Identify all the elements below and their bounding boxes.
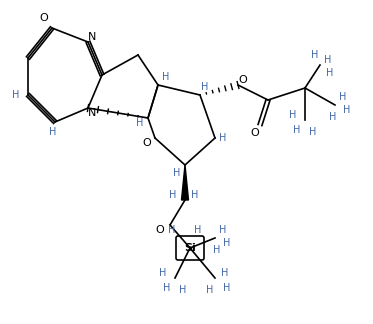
- Text: O: O: [239, 75, 247, 85]
- Text: H: H: [343, 105, 351, 115]
- Text: H: H: [219, 225, 227, 235]
- Text: H: H: [213, 245, 221, 255]
- Text: H: H: [329, 112, 337, 122]
- Text: O: O: [142, 138, 151, 148]
- Text: H: H: [201, 82, 209, 92]
- Text: H: H: [326, 68, 334, 78]
- Text: H: H: [191, 190, 199, 200]
- Text: H: H: [324, 55, 332, 65]
- Text: N: N: [88, 32, 96, 42]
- Text: O: O: [251, 128, 259, 138]
- Text: H: H: [289, 110, 297, 120]
- Text: H: H: [173, 168, 181, 178]
- Text: H: H: [163, 283, 171, 293]
- Text: H: H: [49, 127, 57, 137]
- Text: H: H: [168, 225, 176, 235]
- Text: O: O: [40, 13, 48, 23]
- Text: Si: Si: [184, 243, 196, 253]
- Text: H: H: [219, 133, 227, 143]
- Text: H: H: [221, 268, 229, 278]
- Text: H: H: [339, 92, 347, 102]
- Text: H: H: [223, 238, 231, 248]
- Text: H: H: [309, 127, 317, 137]
- Text: H: H: [162, 72, 170, 82]
- Text: H: H: [12, 90, 20, 100]
- Text: H: H: [206, 285, 214, 295]
- Text: H: H: [311, 50, 319, 60]
- Text: H: H: [159, 268, 167, 278]
- Text: H: H: [194, 225, 202, 235]
- FancyBboxPatch shape: [176, 236, 204, 260]
- Text: H: H: [223, 283, 231, 293]
- Text: H: H: [179, 285, 187, 295]
- Text: H: H: [293, 125, 301, 135]
- Polygon shape: [182, 165, 188, 200]
- Text: O: O: [156, 225, 164, 235]
- Text: H: H: [136, 118, 144, 128]
- Text: N: N: [88, 108, 96, 118]
- Text: H: H: [169, 190, 177, 200]
